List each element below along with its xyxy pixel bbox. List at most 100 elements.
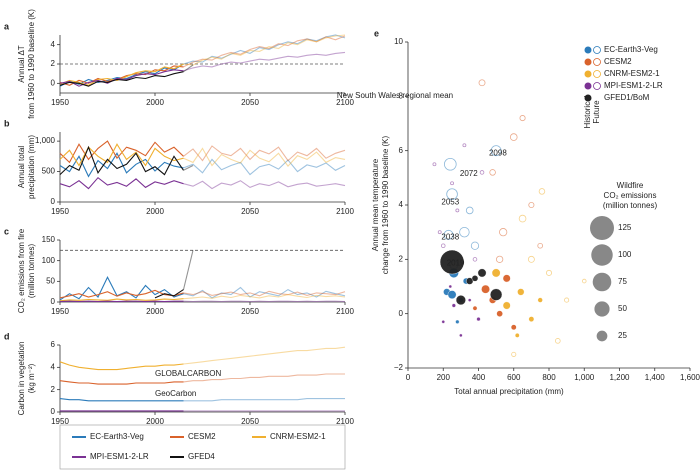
scatter-point xyxy=(502,274,511,283)
y-axis-label: precipitation (mm) xyxy=(27,135,36,199)
x-tick-label: 2000 xyxy=(146,307,164,316)
scatter-point xyxy=(437,230,442,235)
size-legend-title: (million tonnes) xyxy=(603,201,658,210)
series-line xyxy=(59,398,184,402)
scatter-point xyxy=(443,229,454,240)
legend-label: CESM2 xyxy=(604,57,632,66)
x-tick-label: 1950 xyxy=(51,207,69,216)
series-line xyxy=(59,380,184,385)
x-tick-label: 2050 xyxy=(241,98,259,107)
legend-historical xyxy=(584,46,592,54)
series-line xyxy=(183,145,346,162)
series-line xyxy=(183,290,346,297)
legend-historical xyxy=(584,94,592,102)
scatter-point xyxy=(537,242,543,249)
scatter-point xyxy=(432,162,437,167)
y-tick-label: 100 xyxy=(42,256,56,265)
series-line xyxy=(59,152,184,178)
legend-historical xyxy=(584,70,592,78)
legend-period: Historical xyxy=(583,95,592,128)
series-line xyxy=(183,34,346,66)
y-tick-label: 150 xyxy=(42,235,56,244)
scatter-point xyxy=(451,303,456,308)
legend-label: EC-Earth3-Veg xyxy=(604,45,658,54)
series-line xyxy=(59,71,184,87)
scatter-point xyxy=(476,317,481,322)
y-tick-label: 2 xyxy=(51,385,56,394)
legend-future xyxy=(593,46,601,54)
x-tick-label: 200 xyxy=(437,373,451,382)
series-line xyxy=(183,34,346,65)
size-legend-title: CO₂ emissions xyxy=(604,191,657,200)
series-line xyxy=(183,64,194,73)
scatter-point xyxy=(491,268,501,278)
scatter-point xyxy=(472,305,478,311)
scatter-point xyxy=(502,301,511,310)
size-legend-label: 25 xyxy=(618,331,627,340)
y-axis-label: CO₂ emissions from fire xyxy=(17,228,26,313)
series-line xyxy=(59,143,184,167)
legend-label: GFED4 xyxy=(188,452,215,461)
y-tick-label: 0 xyxy=(51,407,56,416)
scatter-point xyxy=(439,249,465,275)
x-tick-label: 2100 xyxy=(336,417,354,426)
x-tick-label: 0 xyxy=(406,373,411,382)
x-tick-label: 2100 xyxy=(336,307,354,316)
legend-box xyxy=(59,424,346,470)
size-legend-circle xyxy=(591,244,613,266)
series-line xyxy=(183,51,346,72)
legend-period: Future xyxy=(592,100,601,124)
annotation: 2019 xyxy=(447,259,465,268)
scatter-point xyxy=(564,297,570,303)
annotation: 2072 xyxy=(460,169,478,178)
series-line xyxy=(59,275,184,301)
scatter-point xyxy=(519,115,526,122)
x-tick-label: 1950 xyxy=(51,98,69,107)
x-tick-label: 2050 xyxy=(241,207,259,216)
series-line xyxy=(183,158,346,176)
y-tick-label: 4 xyxy=(399,200,404,209)
legend-future xyxy=(593,58,601,66)
series-line xyxy=(183,346,346,365)
x-tick-label: 2050 xyxy=(241,307,259,316)
scatter-point xyxy=(478,79,486,87)
scatter-point xyxy=(499,228,508,237)
scatter-point xyxy=(447,290,457,300)
series-line xyxy=(183,35,346,68)
scatter-point xyxy=(455,208,460,213)
x-tick-label: 2100 xyxy=(336,207,354,216)
x-tick-label: 2000 xyxy=(146,207,164,216)
x-tick-label: 1,200 xyxy=(609,373,630,382)
y-axis-label: (kg m⁻²) xyxy=(27,363,36,393)
y-axis-label: (million tonnes) xyxy=(27,244,36,299)
x-tick-label: 1,600 xyxy=(680,373,700,382)
scatter-point xyxy=(555,338,561,344)
size-legend-label: 100 xyxy=(618,250,632,259)
legend-future xyxy=(593,70,601,78)
size-legend-label: 125 xyxy=(618,223,632,232)
legend-label: CESM2 xyxy=(188,432,216,441)
scatter-point xyxy=(528,201,535,209)
y-tick-label: 2 xyxy=(51,59,56,68)
scatter-point xyxy=(466,277,474,285)
scatter-point xyxy=(472,257,478,262)
series-line xyxy=(183,147,346,167)
scatter-point xyxy=(528,316,535,322)
x-tick-label: 2000 xyxy=(146,417,164,426)
annotation: 2053 xyxy=(441,197,459,206)
scatter-point xyxy=(517,288,525,296)
scatter-point xyxy=(444,157,457,171)
scatter-point xyxy=(537,297,543,303)
y-axis-label: Annual mean temperature xyxy=(371,158,380,251)
scatter-point xyxy=(470,241,480,250)
x-tick-label: 800 xyxy=(542,373,556,382)
annotation: New South Wales regional mean xyxy=(337,91,453,100)
scatter-point xyxy=(465,206,474,215)
series-line xyxy=(183,165,194,171)
panel-label: e xyxy=(374,28,379,38)
x-tick-label: 1950 xyxy=(51,417,69,426)
scatter-point xyxy=(511,351,517,357)
scatter-point xyxy=(581,278,587,284)
y-tick-label: 50 xyxy=(46,276,55,285)
